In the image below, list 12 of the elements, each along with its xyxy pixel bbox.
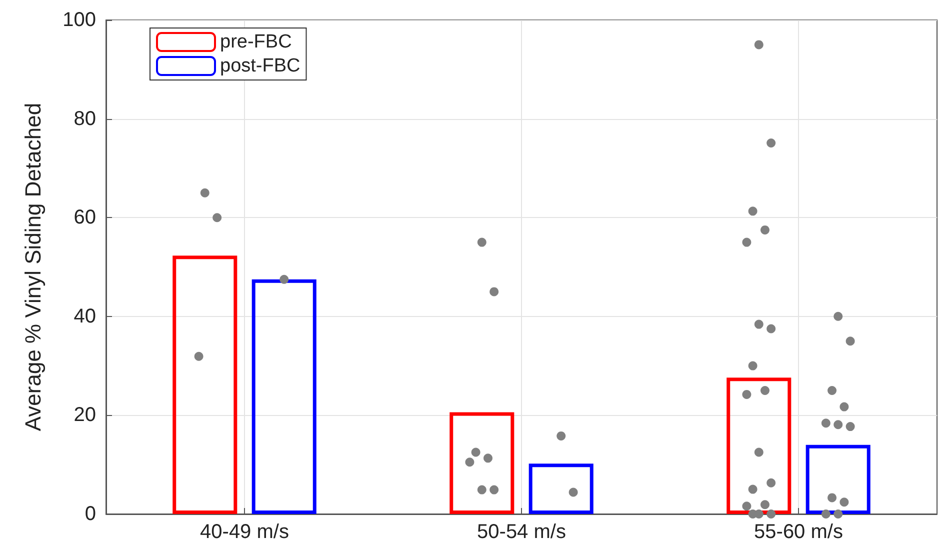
y-tick-label: 20 <box>74 404 96 426</box>
x-tick-label: 55-60 m/s <box>754 521 843 543</box>
y-tick-label: 60 <box>74 206 96 229</box>
y-tick-label: 0 <box>84 503 96 525</box>
x-tick-label: 50-54 m/s <box>477 521 566 543</box>
x-tick-label: 40-49 m/s <box>200 521 289 543</box>
legend-label: pre-FBC <box>220 32 292 52</box>
y-tick-label: 100 <box>62 9 96 31</box>
y-tick-label: 40 <box>74 305 96 328</box>
y-axis-title: Average % Vinyl Siding Detached <box>20 102 46 432</box>
legend-label: post-FBC <box>220 56 300 76</box>
y-tick-label: 80 <box>74 108 96 130</box>
